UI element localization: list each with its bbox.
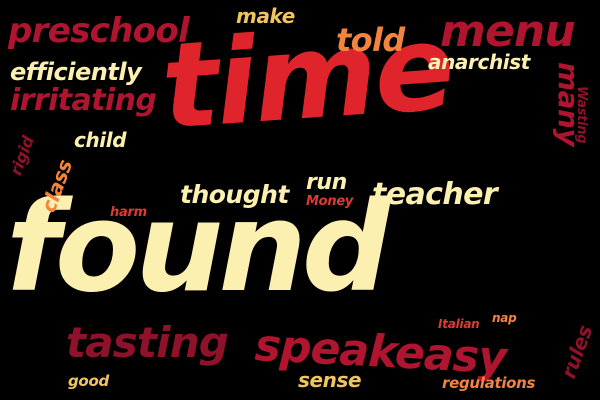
word-irritating: irritating: [10, 83, 157, 118]
word-rigid: rigid: [6, 133, 38, 178]
word-italian: Italian: [438, 317, 480, 331]
word-speakeasy: speakeasy: [253, 320, 508, 385]
word-regulations: regulations: [442, 374, 536, 392]
word-preschool: preschool: [8, 11, 190, 51]
word-good: good: [68, 372, 109, 390]
word-thought: thought: [180, 180, 289, 209]
word-make: make: [236, 4, 295, 28]
word-tasting: tasting: [66, 318, 229, 367]
word-efficiently: efficiently: [10, 58, 142, 86]
word-menu: menu: [440, 6, 576, 57]
word-run: run: [306, 170, 347, 195]
word-teacher: teacher: [372, 177, 498, 212]
word-rules: rules: [556, 322, 598, 382]
word-told: told: [336, 21, 405, 59]
word-child: child: [74, 128, 127, 152]
word-sense: sense: [298, 368, 362, 392]
word-harm: harm: [110, 205, 147, 220]
word-found: found: [6, 176, 391, 320]
word-time: time: [157, 0, 457, 156]
word-nap: nap: [492, 311, 517, 325]
word-anarchist: anarchist: [428, 50, 530, 74]
word-money: Money: [306, 194, 354, 209]
word-wasting: Wasting: [574, 86, 589, 144]
